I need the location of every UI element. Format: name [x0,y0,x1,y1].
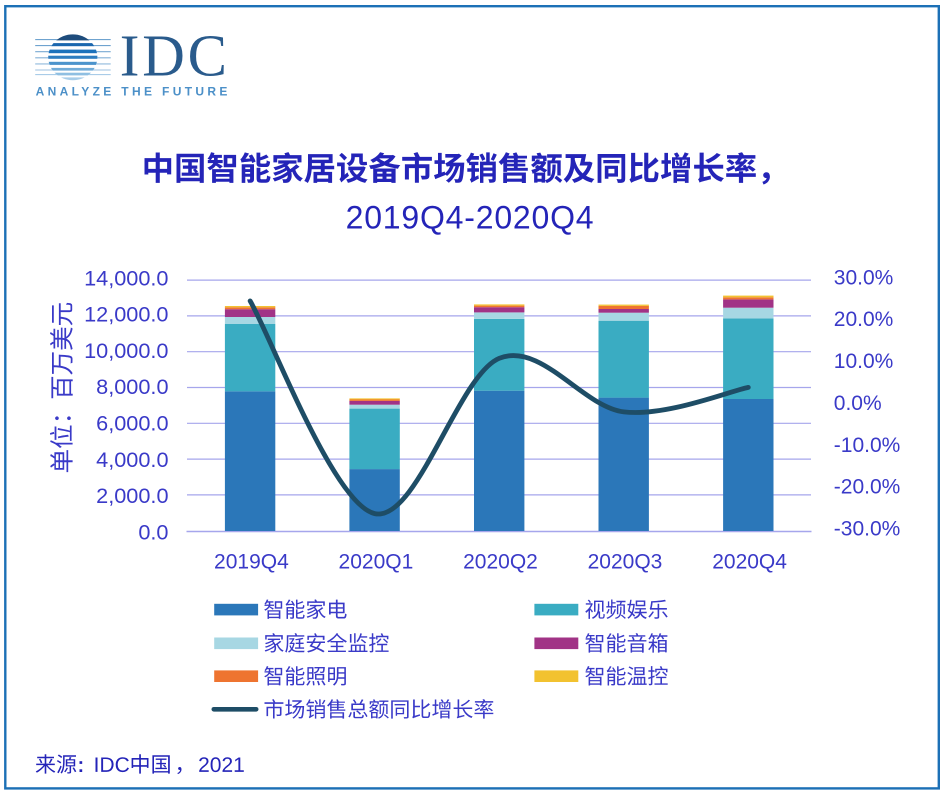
svg-text:2020Q2: 2020Q2 [463,551,538,574]
svg-text:12,000.0: 12,000.0 [84,302,168,327]
svg-text:10,000.0: 10,000.0 [84,338,168,363]
svg-text:0.0%: 0.0% [834,392,882,415]
svg-text:6,000.0: 6,000.0 [96,411,168,436]
svg-text:30.0%: 30.0% [834,266,894,289]
svg-text:2020Q4: 2020Q4 [712,551,787,574]
svg-text:8,000.0: 8,000.0 [96,374,168,399]
svg-text:4,000.0: 4,000.0 [96,447,168,472]
svg-text:2019Q4-2020Q4: 2019Q4-2020Q4 [346,199,595,235]
svg-text:14,000.0: 14,000.0 [84,265,168,290]
svg-text:2020Q1: 2020Q1 [339,551,414,574]
svg-text:2,000.0: 2,000.0 [96,483,168,508]
svg-text:0.0: 0.0 [138,519,168,544]
svg-text:IDC: IDC [120,22,230,88]
svg-text:-30.0%: -30.0% [834,518,901,541]
svg-text:-20.0%: -20.0% [834,476,901,499]
svg-text:ANALYZE THE FUTURE: ANALYZE THE FUTURE [36,84,231,98]
svg-text:-10.0%: -10.0% [834,434,901,457]
svg-text:20.0%: 20.0% [834,308,894,331]
svg-text:10.0%: 10.0% [834,350,894,373]
svg-text:2019Q4: 2019Q4 [214,551,289,574]
svg-text:2020Q3: 2020Q3 [588,551,663,574]
